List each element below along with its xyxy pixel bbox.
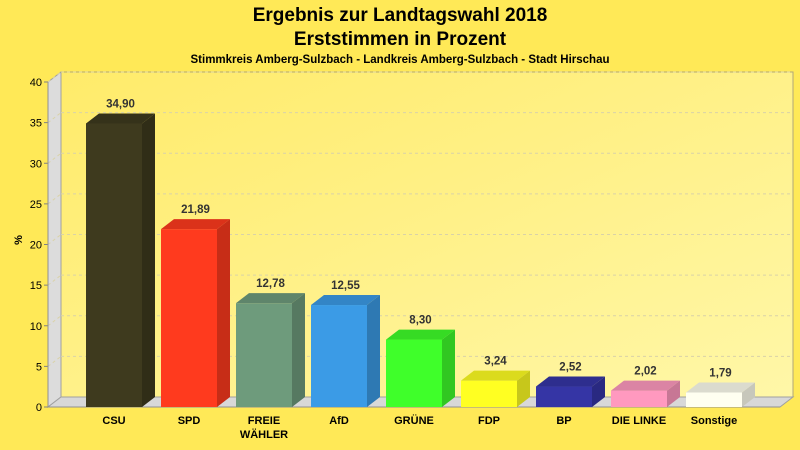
bar-die-linke — [611, 380, 680, 407]
bars — [86, 113, 755, 407]
bar-front — [236, 303, 292, 407]
bar-bp — [536, 376, 605, 407]
bar-front — [161, 229, 217, 407]
bar-top — [161, 219, 230, 230]
gridline-depth — [47, 234, 62, 245]
category-label: SPD — [178, 415, 201, 427]
bar-side — [742, 382, 755, 407]
bar-side — [142, 113, 155, 407]
value-label: 8,30 — [409, 315, 431, 327]
bar-top — [311, 295, 380, 306]
bar-top — [686, 382, 755, 393]
value-label: 34,90 — [106, 98, 135, 110]
value-label: 2,02 — [634, 366, 656, 378]
bar-side — [667, 380, 680, 407]
bar-sonstige — [686, 382, 755, 407]
bar-spd — [161, 219, 230, 407]
bar-side — [367, 295, 380, 407]
bar-side — [292, 293, 305, 407]
bar-top — [461, 370, 530, 381]
bar-side — [592, 376, 605, 407]
bar-gr-ne — [386, 329, 455, 407]
category-label: Sonstige — [691, 415, 737, 427]
gridline-depth — [47, 152, 62, 164]
chart-subtitle: Erststimmen in Prozent — [293, 29, 507, 50]
value-label: 12,78 — [256, 278, 285, 290]
y-tick-label: 0 — [36, 402, 42, 414]
bar-fdp — [461, 370, 530, 407]
value-label: 3,24 — [484, 356, 507, 368]
bar-front — [86, 123, 142, 407]
category-label: FDP — [478, 415, 500, 427]
y-tick-label: 20 — [30, 240, 42, 252]
gridline-depth — [47, 355, 62, 367]
bar-top — [611, 380, 680, 391]
y-tick-label: 15 — [30, 280, 42, 292]
chart-title: Ergebnis zur Landtagswahl 2018 — [252, 5, 548, 26]
bar-top — [236, 293, 305, 304]
y-tick-label: 35 — [30, 118, 42, 130]
y-tick-label: 5 — [36, 361, 42, 373]
bar-front — [536, 386, 592, 407]
value-label: 12,55 — [331, 280, 360, 292]
y-tick-label: 25 — [30, 199, 42, 211]
bar-top — [536, 376, 605, 387]
y-tick-label: 40 — [30, 77, 42, 89]
gridline-depth — [47, 193, 62, 205]
value-labels: 34,90 21,89 12,78 12,55 8,30 3,24 2,52 2,02 1,79 — [106, 98, 732, 379]
category-label: GRÜNE — [394, 414, 434, 427]
bar-front — [686, 392, 742, 407]
category-label: WÄHLER — [240, 428, 288, 441]
gridline-depth — [47, 112, 62, 124]
chart-region-subtitle: Stimmkreis Amberg-Sulzbach - Landkreis A… — [190, 54, 610, 66]
bar-side — [517, 370, 530, 407]
category-label: FREIE — [248, 415, 280, 427]
value-label: 2,52 — [559, 362, 581, 374]
bar-front — [461, 380, 517, 407]
bar-front — [311, 305, 367, 407]
y-axis-label: % — [13, 235, 25, 245]
bar-top — [386, 329, 455, 340]
gridline-depth — [47, 315, 62, 327]
category-label: CSU — [102, 415, 125, 427]
y-tick-label: 10 — [30, 321, 42, 333]
gridline-depth — [47, 274, 62, 286]
bar-csu — [86, 113, 155, 407]
bar-freie-w-hler — [236, 293, 305, 407]
category-label: BP — [556, 415, 571, 427]
value-label: 1,79 — [709, 367, 731, 379]
y-tick-label: 30 — [30, 158, 42, 170]
gridline-depth — [47, 71, 62, 83]
category-label: DIE LINKE — [612, 415, 666, 427]
bar-front — [611, 390, 667, 407]
bar-side — [217, 219, 230, 407]
category-label: AfD — [329, 415, 349, 427]
bar-afd — [311, 295, 380, 407]
bar-front — [386, 339, 442, 407]
value-label: 21,89 — [181, 204, 210, 216]
bar-top — [86, 113, 155, 124]
bar-side — [442, 329, 455, 407]
